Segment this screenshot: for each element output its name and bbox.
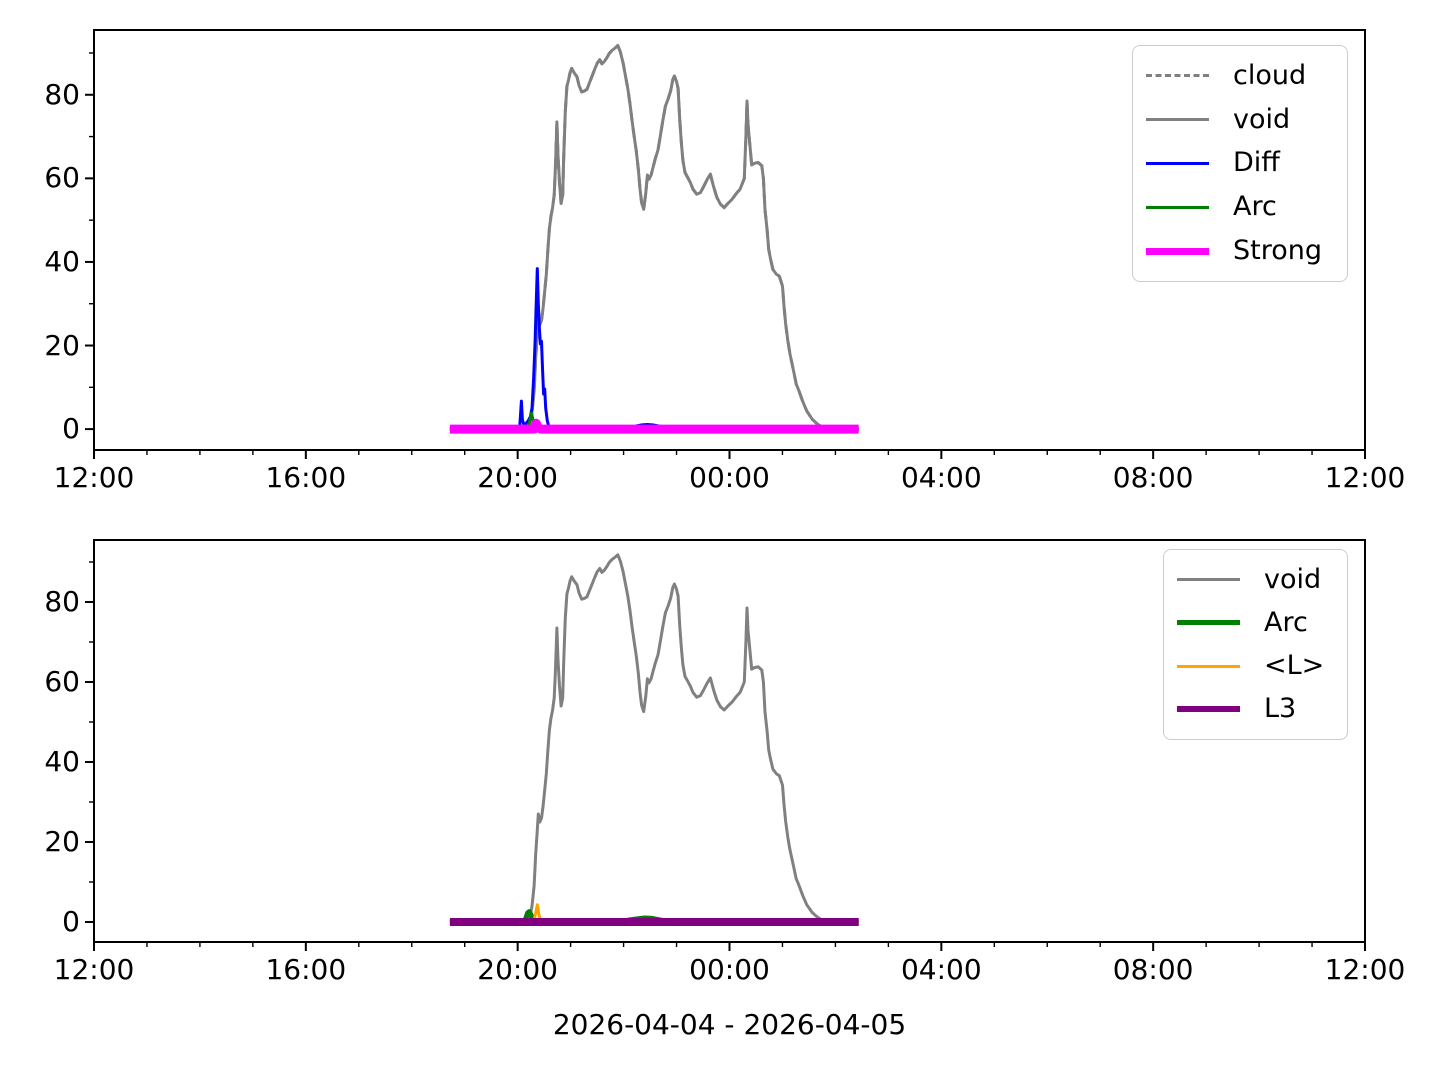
y-tick-label: 80 (44, 77, 80, 111)
legend-line-sample (1146, 74, 1209, 78)
y-tick-label: 60 (44, 161, 80, 195)
legend-label: void (1233, 103, 1291, 135)
legend-swatch-l3-icon (1177, 706, 1240, 713)
y-tick-label: 20 (44, 328, 80, 362)
x-tick-label: 16:00 (265, 461, 347, 494)
x-tick-label: 16:00 (265, 953, 347, 986)
x-tick-label: 12:00 (1324, 461, 1406, 494)
y-tick-label: 60 (44, 665, 80, 698)
legend-label: Arc (1264, 606, 1308, 638)
legend-item-arc: Arc (1146, 192, 1337, 222)
x-tick-label: 08:00 (1112, 953, 1194, 986)
legend-label: Strong (1233, 235, 1323, 267)
series-line-strong-plot0 (449, 418, 859, 434)
legend-label: void (1264, 563, 1322, 595)
legend-label: Arc (1233, 191, 1277, 223)
legend-label: cloud (1233, 59, 1307, 91)
legend-item-l3: L3 (1177, 694, 1337, 724)
legend-label: <L> (1264, 650, 1325, 682)
legend-item-void: void (1177, 563, 1337, 595)
legend-item-arc: Arc (1177, 606, 1337, 638)
legend-swatch-arc-icon (1177, 620, 1240, 626)
x-tick-label: 00:00 (689, 953, 770, 986)
legend-line-sample (1146, 161, 1209, 165)
legend-swatch-diff-icon (1146, 161, 1209, 165)
legend-line-sample (1146, 118, 1209, 122)
y-tick-label: 40 (44, 745, 80, 778)
legend-swatch-arc-icon (1146, 205, 1209, 209)
legend-line-sample (1177, 578, 1240, 582)
legend-line-sample (1146, 205, 1209, 209)
legend-swatch-void-icon (1177, 578, 1240, 582)
legend-swatch-void-icon (1146, 118, 1209, 122)
legend-swatch-cloud-icon (1146, 74, 1209, 78)
y-tick-label: 0 (62, 905, 80, 938)
x-tick-label: 12:00 (1324, 953, 1406, 986)
axes-frame-plot1 (93, 539, 1366, 943)
series-line-void-plot0 (449, 44, 859, 431)
legend-swatch-strong-icon (1146, 247, 1209, 255)
legend-top: cloud void Diff Arc Strong (1132, 45, 1348, 282)
axes-frame-plot0 (93, 29, 1366, 451)
legend-label: L3 (1264, 693, 1297, 725)
x-axis-label: 2026-04-04 - 2026-04-05 (552, 1008, 907, 1041)
legend-line-sample (1146, 247, 1209, 255)
x-tick-label: 20:00 (477, 953, 558, 986)
x-tick-label: 04:00 (900, 953, 982, 986)
legend-item-strong: Strong (1146, 236, 1337, 266)
legend-line-sample (1177, 664, 1240, 668)
series-line-void-plot1 (449, 553, 859, 924)
y-tick-label: 0 (62, 412, 80, 446)
series-line-diff-plot0 (449, 267, 859, 431)
legend-item-void: void (1146, 103, 1337, 135)
y-tick-label: 20 (44, 825, 80, 858)
x-tick-label: 08:00 (1112, 461, 1194, 494)
series-line-cloud-plot0 (449, 44, 859, 431)
x-tick-label: 12:00 (53, 461, 135, 494)
legend-item-cloud: cloud (1146, 59, 1337, 91)
legend-label: Diff (1233, 147, 1280, 179)
x-tick-label: 20:00 (477, 461, 558, 494)
legend-swatch-l-icon (1177, 664, 1240, 668)
legend-line-sample (1177, 706, 1240, 713)
x-tick-label: 00:00 (689, 461, 770, 494)
y-tick-label: 80 (44, 585, 80, 618)
x-tick-label: 12:00 (53, 953, 135, 986)
legend-line-sample (1177, 620, 1240, 626)
legend-item-diff: Diff (1146, 148, 1337, 178)
y-tick-label: 40 (44, 244, 80, 278)
legend-item-l: <L> (1177, 651, 1337, 681)
legend-bottom: void Arc <L> L3 (1163, 549, 1348, 740)
x-tick-label: 04:00 (900, 461, 982, 494)
